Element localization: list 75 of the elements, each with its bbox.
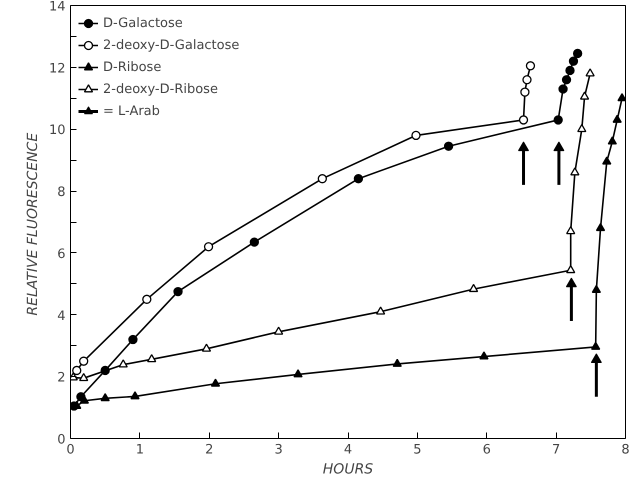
point bbox=[608, 136, 617, 145]
y-tick-label: 12 bbox=[48, 61, 66, 76]
point bbox=[250, 237, 259, 247]
x-tick-label: 3 bbox=[274, 442, 283, 458]
point bbox=[612, 114, 622, 123]
point bbox=[392, 358, 402, 367]
point bbox=[354, 174, 364, 184]
point bbox=[565, 66, 575, 76]
point bbox=[147, 354, 156, 362]
point bbox=[554, 115, 563, 125]
x-tick-label: 4 bbox=[344, 442, 352, 458]
x-tick-label: 2 bbox=[205, 442, 214, 458]
point bbox=[558, 84, 568, 94]
point bbox=[591, 342, 600, 350]
point bbox=[468, 284, 478, 292]
x-tick-label: 7 bbox=[552, 442, 560, 458]
point bbox=[80, 396, 90, 404]
legend-label: 2-deoxy-D-Galactose bbox=[103, 38, 240, 52]
y-tick-label: 0 bbox=[57, 432, 66, 448]
point bbox=[562, 75, 572, 84]
point bbox=[572, 48, 582, 58]
y-axis-title: RELATIVE FLUORESCENCE bbox=[24, 132, 41, 316]
point bbox=[520, 87, 530, 97]
point bbox=[580, 91, 590, 100]
y-tick-label: 8 bbox=[57, 185, 66, 200]
point bbox=[72, 366, 82, 376]
point bbox=[318, 174, 327, 184]
point bbox=[411, 130, 421, 140]
point bbox=[526, 61, 536, 70]
point bbox=[79, 372, 88, 382]
point bbox=[202, 344, 212, 352]
point bbox=[518, 142, 530, 152]
point bbox=[274, 326, 284, 335]
point bbox=[596, 222, 606, 232]
point bbox=[142, 294, 152, 304]
legend-label: D-Galactose bbox=[103, 16, 183, 30]
y-tick-label: 10 bbox=[48, 123, 66, 138]
x-tick-label: 5 bbox=[413, 442, 422, 458]
point bbox=[204, 242, 214, 252]
point bbox=[130, 391, 140, 400]
point bbox=[592, 284, 602, 293]
point bbox=[128, 334, 138, 344]
x-tick-label: 1 bbox=[136, 442, 144, 458]
point bbox=[568, 56, 578, 66]
y-tick-label: 14 bbox=[48, 0, 66, 14]
point bbox=[444, 142, 454, 151]
point bbox=[602, 156, 612, 165]
x-tick-label: 8 bbox=[621, 442, 630, 458]
point bbox=[566, 278, 577, 288]
point bbox=[617, 93, 626, 102]
point bbox=[376, 306, 386, 315]
point bbox=[577, 124, 586, 132]
point bbox=[173, 286, 183, 296]
point bbox=[79, 356, 88, 366]
point bbox=[118, 359, 128, 368]
point bbox=[518, 115, 528, 125]
point bbox=[590, 353, 602, 364]
point bbox=[570, 167, 580, 176]
y-tick-label: 6 bbox=[57, 246, 66, 262]
point bbox=[100, 393, 110, 402]
legend-label: D-Ribose bbox=[103, 60, 162, 74]
point bbox=[566, 226, 576, 234]
y-tick-label: 4 bbox=[57, 308, 66, 324]
y-tick-label: 2 bbox=[57, 370, 66, 386]
point bbox=[479, 351, 489, 360]
x-axis-title: HOURS bbox=[322, 462, 374, 478]
point bbox=[522, 75, 532, 84]
point bbox=[566, 264, 576, 274]
point bbox=[293, 369, 303, 378]
legend-label: = L-Arab bbox=[103, 104, 160, 118]
x-tick-label: 6 bbox=[482, 442, 491, 458]
point bbox=[210, 378, 220, 387]
point bbox=[553, 142, 564, 152]
point bbox=[585, 68, 595, 76]
legend-label: 2-deoxy-D-Ribose bbox=[103, 82, 218, 96]
